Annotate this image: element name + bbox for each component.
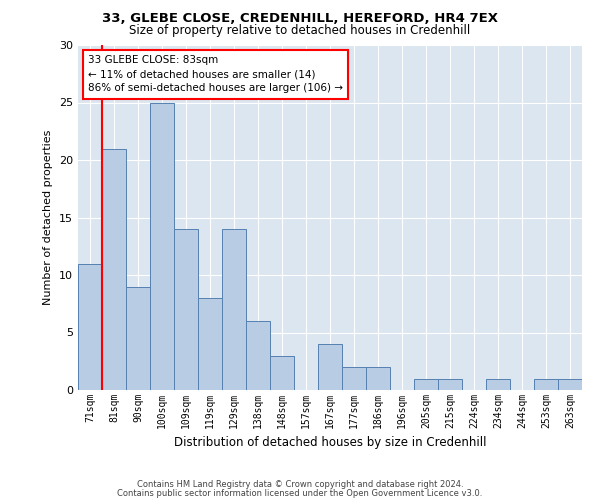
Bar [78, 264, 102, 390]
Bar [150, 102, 174, 390]
Bar [366, 367, 390, 390]
Bar [174, 229, 198, 390]
Text: Contains public sector information licensed under the Open Government Licence v3: Contains public sector information licen… [118, 488, 482, 498]
Bar [318, 344, 342, 390]
Text: Size of property relative to detached houses in Credenhill: Size of property relative to detached ho… [130, 24, 470, 37]
Bar [246, 321, 270, 390]
X-axis label: Distribution of detached houses by size in Credenhill: Distribution of detached houses by size … [174, 436, 486, 450]
Bar [438, 378, 462, 390]
Bar [342, 367, 366, 390]
Bar [126, 286, 150, 390]
Bar [534, 378, 558, 390]
Text: Contains HM Land Registry data © Crown copyright and database right 2024.: Contains HM Land Registry data © Crown c… [137, 480, 463, 489]
Text: 33 GLEBE CLOSE: 83sqm
← 11% of detached houses are smaller (14)
86% of semi-deta: 33 GLEBE CLOSE: 83sqm ← 11% of detached … [88, 56, 343, 94]
Text: 33, GLEBE CLOSE, CREDENHILL, HEREFORD, HR4 7EX: 33, GLEBE CLOSE, CREDENHILL, HEREFORD, H… [102, 12, 498, 26]
Bar [486, 378, 510, 390]
Bar [222, 229, 246, 390]
Bar [558, 378, 582, 390]
Bar [198, 298, 222, 390]
Bar [102, 148, 126, 390]
Bar [414, 378, 438, 390]
Bar [270, 356, 294, 390]
Y-axis label: Number of detached properties: Number of detached properties [43, 130, 53, 305]
